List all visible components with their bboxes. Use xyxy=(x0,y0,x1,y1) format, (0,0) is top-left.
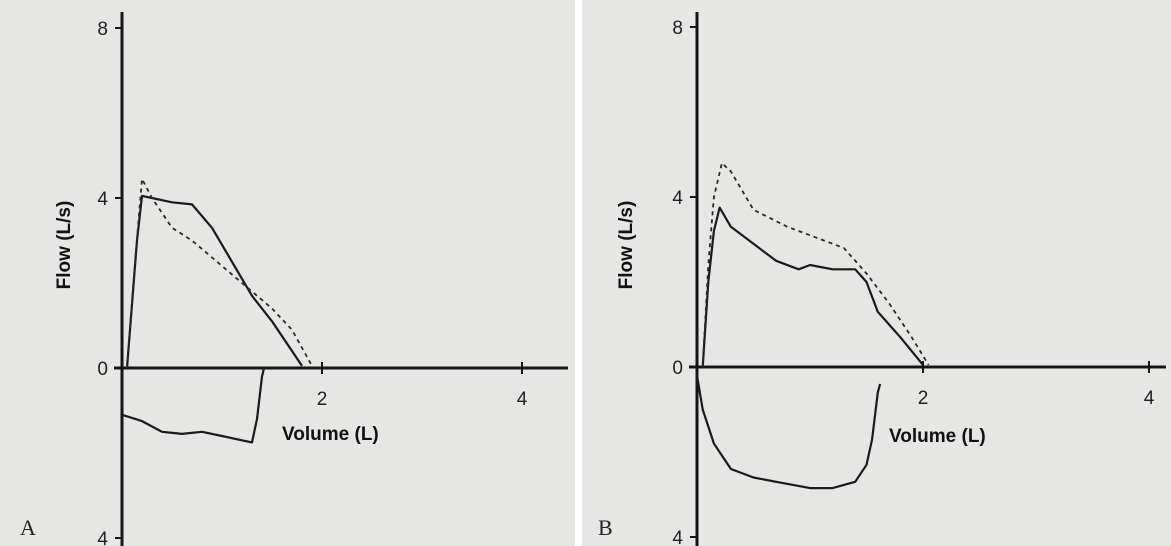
x-tick-label: 4 xyxy=(517,389,528,410)
solid-curve-0 xyxy=(701,206,924,368)
dashed-curve-1 xyxy=(126,175,313,369)
y-tick-label: 4 xyxy=(97,529,108,546)
panel-b: 8 4 0 4 2 4 Volume (L) Flow (L/s) B xyxy=(582,0,1171,546)
y-axis-label: Flow (L/s) xyxy=(54,201,75,290)
y-tick-label: 0 xyxy=(97,359,108,380)
solid-curve-2 xyxy=(695,375,882,490)
dashed-curve-1 xyxy=(701,161,930,368)
chart-a: 8 4 0 4 2 4 Volume (L) Flow (L/s) A xyxy=(20,12,568,546)
solid-curve-0 xyxy=(125,194,303,369)
x-tick-label: 2 xyxy=(918,388,929,409)
x-tick-label: 2 xyxy=(317,389,328,410)
y-tick-label: 4 xyxy=(672,528,683,546)
y-tick-label: 8 xyxy=(672,18,683,39)
panel-a: 8 4 0 4 2 4 Volume (L) Flow (L/s) A xyxy=(0,0,575,546)
y-tick-label: 4 xyxy=(672,188,683,209)
x-tick-label: 4 xyxy=(1144,388,1155,409)
panel-label: A xyxy=(20,515,36,540)
y-tick-label: 0 xyxy=(672,358,683,379)
chart-b: 8 4 0 4 2 4 Volume (L) Flow (L/s) B xyxy=(598,12,1166,546)
y-axis-label: Flow (L/s) xyxy=(616,201,637,290)
x-axis-label: Volume (L) xyxy=(282,424,379,445)
y-tick-label: 4 xyxy=(97,189,108,210)
solid-curve-2 xyxy=(121,367,266,444)
y-tick-label: 8 xyxy=(97,19,108,40)
x-axis-label: Volume (L) xyxy=(889,426,986,447)
panel-label: B xyxy=(598,515,613,540)
